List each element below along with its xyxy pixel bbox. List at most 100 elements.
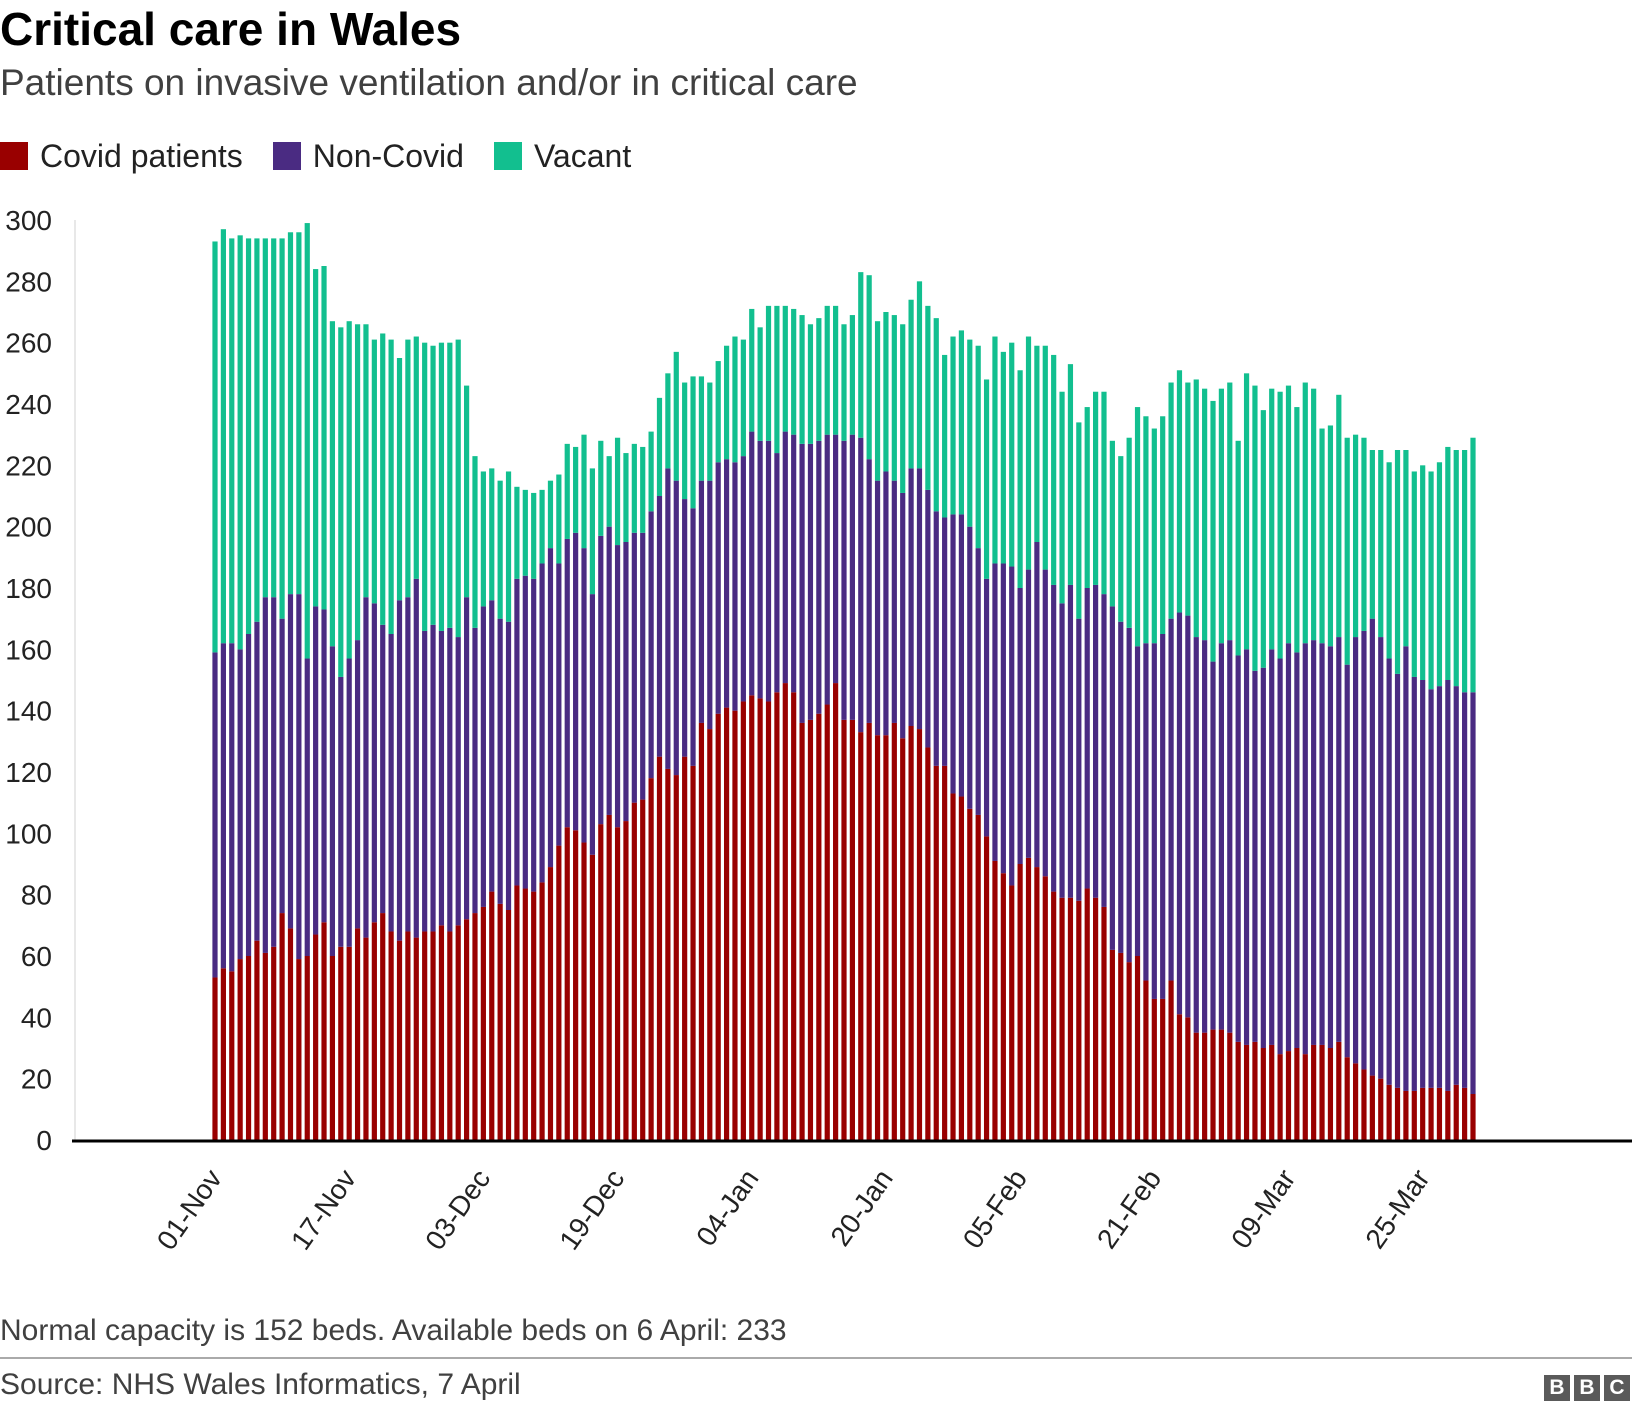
bar-vacant bbox=[1361, 437, 1367, 631]
bar-covid bbox=[413, 937, 419, 1140]
bar-vacant bbox=[388, 339, 394, 634]
bar-noncovid bbox=[715, 462, 721, 714]
bar-noncovid bbox=[1017, 588, 1023, 864]
bar-noncovid bbox=[757, 440, 763, 699]
bar-noncovid bbox=[229, 643, 235, 972]
bar-covid bbox=[1168, 980, 1174, 1140]
bar-covid bbox=[1009, 885, 1015, 1140]
bbc-logo: B B C bbox=[1540, 1375, 1630, 1401]
bar-vacant bbox=[908, 299, 914, 469]
bar-noncovid bbox=[958, 514, 965, 797]
bar-covid bbox=[807, 719, 814, 1140]
bar-noncovid bbox=[942, 517, 948, 766]
bar-covid bbox=[908, 726, 914, 1140]
bar-vacant bbox=[883, 312, 889, 472]
bar-vacant bbox=[1084, 407, 1090, 588]
bar-noncovid bbox=[606, 526, 612, 815]
bar-vacant bbox=[1344, 437, 1350, 665]
bar-vacant bbox=[1126, 437, 1132, 628]
bar-noncovid bbox=[1453, 686, 1459, 1085]
bar-covid bbox=[816, 713, 822, 1140]
bar-vacant bbox=[589, 468, 595, 595]
bar-noncovid bbox=[799, 443, 805, 723]
bar-noncovid bbox=[346, 658, 352, 947]
bar-covid bbox=[841, 719, 847, 1140]
bar-noncovid bbox=[1445, 680, 1451, 1091]
bar-vacant bbox=[841, 324, 847, 441]
bar-covid bbox=[1143, 980, 1149, 1140]
bar-vacant bbox=[514, 486, 520, 579]
bar-covid bbox=[1160, 998, 1166, 1140]
bar-noncovid bbox=[547, 548, 554, 868]
bar-covid bbox=[254, 940, 260, 1140]
bar-noncovid bbox=[430, 624, 436, 932]
x-tick-label: 04-Jan bbox=[690, 1164, 765, 1252]
bar-vacant bbox=[765, 305, 772, 441]
bar-noncovid bbox=[497, 618, 503, 904]
bar-vacant bbox=[430, 345, 436, 625]
bar-noncovid bbox=[723, 459, 730, 708]
bar-noncovid bbox=[1218, 643, 1224, 1030]
legend-label-vacant: Vacant bbox=[533, 137, 632, 174]
bar-vacant bbox=[874, 321, 881, 481]
bar-noncovid bbox=[1193, 637, 1199, 1033]
bar-noncovid bbox=[1067, 584, 1074, 898]
bar-noncovid bbox=[1160, 634, 1166, 999]
bar-vacant bbox=[975, 345, 981, 549]
x-tick-label: 19-Dec bbox=[553, 1164, 630, 1256]
bar-covid bbox=[925, 747, 931, 1140]
bar-vacant bbox=[1067, 364, 1074, 585]
bar-covid bbox=[1000, 873, 1006, 1140]
bar-covid bbox=[346, 946, 352, 1140]
bar-vacant bbox=[698, 376, 705, 481]
bar-vacant bbox=[1017, 370, 1023, 588]
bar-noncovid bbox=[380, 624, 386, 914]
bar-covid bbox=[1411, 1090, 1417, 1140]
bar-covid bbox=[455, 925, 461, 1140]
bar-covid bbox=[749, 695, 755, 1140]
bar-covid bbox=[1210, 1029, 1216, 1140]
legend-item-covid: Covid patients bbox=[0, 138, 243, 175]
bar-noncovid bbox=[992, 563, 998, 861]
bar-covid bbox=[631, 802, 637, 1140]
bar-vacant bbox=[1160, 416, 1166, 634]
y-tick-label: 260 bbox=[5, 328, 52, 359]
bar-noncovid bbox=[447, 627, 453, 932]
bar-noncovid bbox=[858, 437, 864, 733]
bar-covid bbox=[983, 836, 990, 1140]
bar-noncovid bbox=[1025, 569, 1032, 858]
bar-noncovid bbox=[1134, 646, 1141, 956]
bar-noncovid bbox=[1428, 689, 1434, 1088]
y-tick-label: 20 bbox=[21, 1064, 52, 1095]
bar-noncovid bbox=[1059, 603, 1065, 898]
bar-covid bbox=[1369, 1075, 1375, 1140]
bar-vacant bbox=[782, 305, 788, 432]
bar-vacant bbox=[422, 342, 428, 631]
bar-noncovid bbox=[1403, 646, 1409, 1091]
bar-covid bbox=[1202, 1032, 1208, 1140]
bar-vacant bbox=[1151, 428, 1157, 644]
bar-noncovid bbox=[313, 606, 319, 935]
legend-swatch-noncovid bbox=[272, 142, 301, 170]
legend-item-vacant: Vacant bbox=[493, 137, 632, 175]
bar-noncovid bbox=[371, 603, 377, 923]
bar-noncovid bbox=[690, 508, 696, 766]
bar-vacant bbox=[313, 269, 319, 607]
bar-vacant bbox=[1294, 407, 1300, 653]
bar-covid bbox=[354, 928, 361, 1140]
bar-vacant bbox=[849, 315, 855, 435]
y-tick-label: 160 bbox=[5, 634, 52, 665]
stacked-bar-chart: 0 20 40 60 80 100 120 140 160 180 200 220 240 260 280 3… bbox=[5, 205, 1632, 1256]
bar-covid bbox=[1042, 876, 1048, 1140]
bar-vacant bbox=[464, 385, 470, 598]
bar-covid bbox=[698, 722, 705, 1140]
bar-covid bbox=[732, 710, 738, 1140]
bar-noncovid bbox=[455, 637, 461, 926]
bar-covid bbox=[573, 830, 579, 1140]
bar-noncovid bbox=[598, 535, 604, 825]
legend-label-covid: Covid patients bbox=[40, 137, 243, 174]
bar-vacant bbox=[648, 431, 654, 512]
bar-noncovid bbox=[665, 468, 671, 769]
bar-noncovid bbox=[1344, 664, 1350, 1058]
bar-vacant bbox=[1218, 388, 1224, 644]
